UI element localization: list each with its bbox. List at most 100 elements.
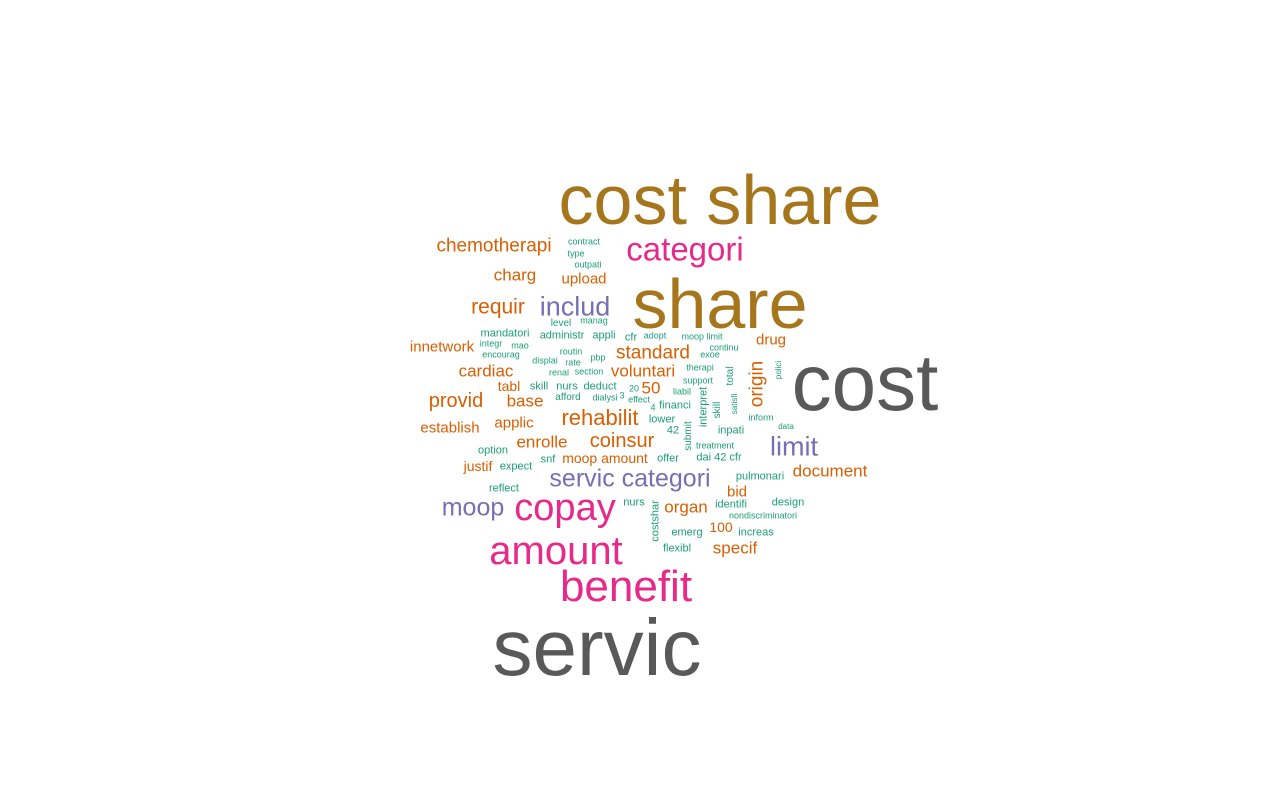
word: tabl xyxy=(497,378,521,394)
word: applic xyxy=(494,414,534,432)
word: justif xyxy=(463,458,493,474)
word: renal xyxy=(548,367,570,378)
word: submit xyxy=(683,421,694,451)
word: exoe xyxy=(700,349,720,360)
word: contract xyxy=(567,236,601,247)
word: reflect xyxy=(489,482,519,495)
word: cost share xyxy=(558,161,882,239)
word: enrolle xyxy=(516,432,568,452)
word: data xyxy=(778,422,794,431)
word: dialysi xyxy=(592,392,618,403)
word: limit xyxy=(770,431,818,462)
word: drug xyxy=(755,331,787,349)
word: skill xyxy=(712,401,723,419)
word: inform xyxy=(748,412,774,423)
word: flexibl xyxy=(662,542,692,555)
word: 42 xyxy=(666,424,680,437)
word: treatment xyxy=(695,440,735,451)
word: pulmonari xyxy=(735,470,785,483)
word: mao xyxy=(511,340,529,351)
word: liabil xyxy=(672,386,692,397)
word: manag xyxy=(580,315,608,326)
word: amount xyxy=(489,529,623,573)
word: satisfi xyxy=(730,393,739,415)
word: interpret xyxy=(697,386,710,428)
word: 3 xyxy=(619,390,625,401)
word: pbp xyxy=(590,352,606,363)
word: identifi xyxy=(715,498,747,511)
word: moop limit xyxy=(681,331,723,342)
word: level xyxy=(550,318,572,329)
word: costshar xyxy=(649,500,662,542)
word: upload xyxy=(561,270,607,288)
word: deduct xyxy=(583,380,617,393)
word: nurs xyxy=(556,380,578,393)
word: section xyxy=(574,366,604,377)
word: categori xyxy=(626,230,744,268)
word: mandatori xyxy=(480,327,530,340)
word: benefit xyxy=(559,562,693,611)
word: cost xyxy=(791,338,939,427)
word: design xyxy=(771,496,805,509)
word: financi xyxy=(659,399,691,412)
word: innetwork xyxy=(409,338,475,356)
word: increas xyxy=(738,526,774,539)
word: bid xyxy=(726,483,748,501)
word: cardiac xyxy=(458,361,514,381)
word: chemotherapi xyxy=(436,235,552,257)
word: base xyxy=(506,391,544,411)
word: voluntari xyxy=(610,361,676,381)
word: option xyxy=(478,444,508,457)
word: document xyxy=(792,461,868,481)
word: outpati xyxy=(574,259,602,270)
word: expect xyxy=(499,460,533,473)
word: moop xyxy=(441,493,505,522)
word: support xyxy=(682,375,714,386)
word: total xyxy=(725,366,736,386)
word: lower xyxy=(648,413,676,426)
word: encourag xyxy=(482,349,520,360)
word: therapi xyxy=(686,362,714,373)
word: servic xyxy=(492,603,702,692)
word: afford xyxy=(555,392,581,403)
word: rate xyxy=(565,357,581,368)
word: skill xyxy=(529,380,549,393)
word: displai xyxy=(532,355,558,366)
word: includ xyxy=(539,291,611,322)
word: organ xyxy=(664,497,708,517)
word: dai 42 cfr xyxy=(696,451,742,464)
word: provid xyxy=(428,390,484,412)
word: establish xyxy=(420,419,480,437)
word: 100 xyxy=(709,519,733,535)
word: charg xyxy=(493,265,537,285)
word: requir xyxy=(471,295,525,319)
word: cfr xyxy=(624,331,638,344)
word: integr xyxy=(479,338,503,349)
word: specif xyxy=(712,538,758,558)
word: snf xyxy=(540,453,556,466)
word: share xyxy=(632,265,808,343)
word: routin xyxy=(559,346,583,357)
word: emerg xyxy=(671,526,703,539)
word: administr xyxy=(539,329,585,342)
word: effect xyxy=(628,394,650,405)
word: coinsur xyxy=(589,430,655,452)
word: adopt xyxy=(643,330,667,341)
word: copay xyxy=(514,487,616,529)
word: appli xyxy=(592,329,616,342)
word: 4 xyxy=(650,402,656,413)
word: nurs xyxy=(623,496,645,509)
word: origin xyxy=(746,360,768,408)
word: rehabilit xyxy=(561,405,639,430)
word: offer xyxy=(657,452,679,465)
word: 50 xyxy=(641,378,661,398)
word: servic categori xyxy=(549,464,711,493)
word: polici xyxy=(774,360,783,380)
word: 20 xyxy=(628,383,640,394)
word: continu xyxy=(709,342,739,353)
word: moop amount xyxy=(562,450,648,466)
word: standard xyxy=(616,342,690,364)
word: type xyxy=(567,248,585,259)
word: inpati xyxy=(717,424,745,437)
